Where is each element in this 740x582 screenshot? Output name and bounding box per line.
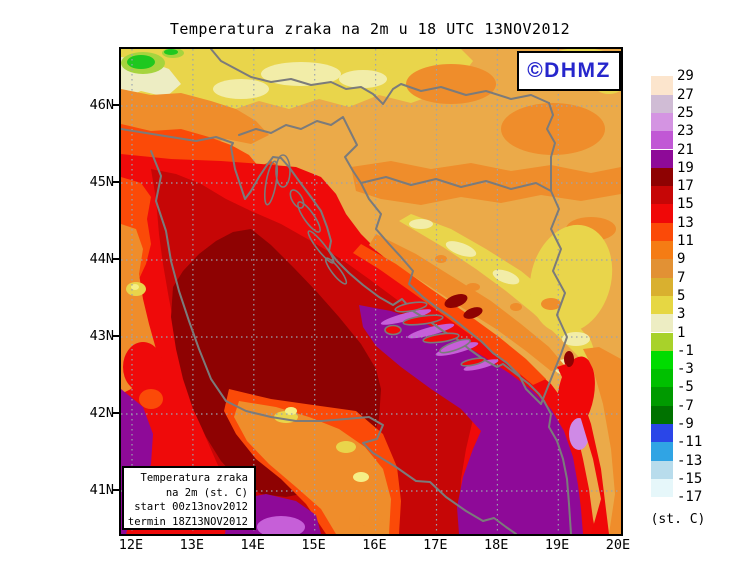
colorbar-block-17	[651, 186, 673, 205]
contour-purple-south-adriatic	[359, 305, 583, 534]
lon-label-12E: 12E	[118, 537, 144, 553]
colorbar-block-23	[651, 131, 673, 150]
coastline-croatia	[280, 157, 572, 534]
colorbar-label-29: 29	[677, 68, 694, 85]
colorbar-block-5	[651, 295, 673, 315]
border-north	[210, 49, 550, 105]
lat-tick-44N	[113, 258, 119, 260]
colorbar-label-7: 7	[677, 269, 686, 286]
colorbar-label--1: -1	[677, 342, 694, 359]
colorbar-block--7	[651, 405, 673, 424]
colorbar-unit-label: (st. C)	[650, 512, 706, 527]
colorbar-block--1	[651, 350, 673, 370]
colorbar-block--3	[651, 369, 673, 388]
colorbar-block-21	[651, 149, 673, 168]
colorbar-block-15	[651, 204, 673, 223]
colorbar-label--7: -7	[677, 397, 694, 414]
lat-label-41N: 41N	[89, 482, 114, 498]
lat-tick-42N	[113, 412, 119, 414]
colorbar-block-9	[651, 259, 673, 278]
dhmz-watermark-box: ©DHMZ	[517, 51, 621, 91]
colorbar-label-9: 9	[677, 251, 686, 268]
colorbar-label-5: 5	[677, 287, 686, 304]
colorbar-block--15	[651, 478, 673, 498]
lon-label-19E: 19E	[544, 537, 570, 553]
temperature-contour-map	[121, 49, 621, 534]
colorbar-label-17: 17	[677, 178, 694, 195]
islands	[263, 154, 486, 367]
colorbar-label--3: -3	[677, 361, 694, 378]
colorbar-label-25: 25	[677, 104, 694, 121]
colorbar-label-19: 19	[677, 159, 694, 176]
colorbar-label--13: -13	[677, 452, 703, 469]
run-info-box: Temperatura zraka na 2m (st. C) start 00z1…	[122, 466, 256, 530]
coastline-italy	[150, 150, 517, 534]
lat-tick-41N	[113, 489, 119, 491]
lat-tick-43N	[113, 335, 119, 337]
colorbar-label-1: 1	[677, 324, 686, 341]
run-info-line-2: start 00z13nov2012	[134, 501, 248, 513]
colorbar-block-25	[651, 112, 673, 132]
colorbar-block--9	[651, 424, 673, 443]
run-info-line-3: termin 18Z13NOV2012	[127, 515, 248, 528]
colorbar-label--5: -5	[677, 379, 694, 396]
lon-label-18E: 18E	[484, 537, 509, 553]
lon-label-17E: 17E	[423, 537, 448, 553]
dhmz-watermark-label: ©DHMZ	[527, 59, 611, 82]
lon-label-14E: 14E	[240, 537, 265, 553]
run-info-line-1: na 2m (st. C)	[165, 486, 248, 499]
lat-label-46N: 46N	[89, 97, 114, 113]
colorbar-block--13	[651, 460, 673, 479]
border-drina	[540, 190, 568, 405]
colorbar-label-27: 27	[677, 86, 694, 103]
colorbar-label-11: 11	[677, 233, 694, 249]
map-title: Temperatura zraka na 2m u 18 UTC 13NOV20…	[169, 20, 571, 38]
lon-label-16E: 16E	[362, 537, 387, 553]
colorbar-block--5	[651, 387, 673, 406]
lat-label-45N: 45N	[89, 174, 114, 190]
coastlines-borders	[121, 49, 572, 534]
colorbar-label--9: -9	[677, 416, 694, 432]
colorbar-label-23: 23	[677, 123, 694, 140]
lon-label-15E: 15E	[301, 537, 326, 553]
colorbar-block-29	[651, 76, 673, 95]
colorbar-block-3	[651, 314, 673, 333]
map-plot-area	[119, 47, 623, 536]
colorbar-label--15: -15	[677, 470, 703, 487]
lon-label-13E: 13E	[179, 537, 205, 553]
lat-tick-46N	[113, 104, 119, 106]
lat-label-43N: 43N	[89, 328, 114, 344]
colorbar-label--11: -11	[677, 434, 703, 451]
colorbar-block-13	[651, 222, 673, 241]
lat-tick-45N	[113, 181, 119, 183]
coastline-north-adriatic	[121, 128, 282, 200]
border-sava	[360, 102, 556, 192]
contour-green-alps	[127, 55, 155, 69]
colorbar-label-13: 13	[677, 214, 694, 231]
colorbar-label-21: 21	[677, 141, 694, 158]
run-info-line-0: Temperatura zraka	[140, 472, 248, 484]
colorbar-block-7	[651, 277, 673, 296]
colorbar-block-27	[651, 94, 673, 113]
colorbar-block-1	[651, 332, 673, 351]
lat-label-44N: 44N	[89, 251, 114, 267]
colorbar-block-11	[651, 241, 673, 260]
colorbar-label-3: 3	[677, 306, 686, 323]
colorbar-label--17: -17	[677, 489, 703, 506]
border-croatia-bosnia	[360, 182, 542, 405]
colorbar-label-15: 15	[677, 196, 694, 213]
lat-label-42N: 42N	[89, 405, 114, 421]
contour-orchid-patch	[257, 516, 305, 534]
border-slovenia-croatia	[238, 116, 362, 184]
lon-label-20E: 20E	[605, 537, 631, 553]
colorbar-block-19	[651, 167, 673, 187]
colorbar-block--11	[651, 442, 673, 461]
